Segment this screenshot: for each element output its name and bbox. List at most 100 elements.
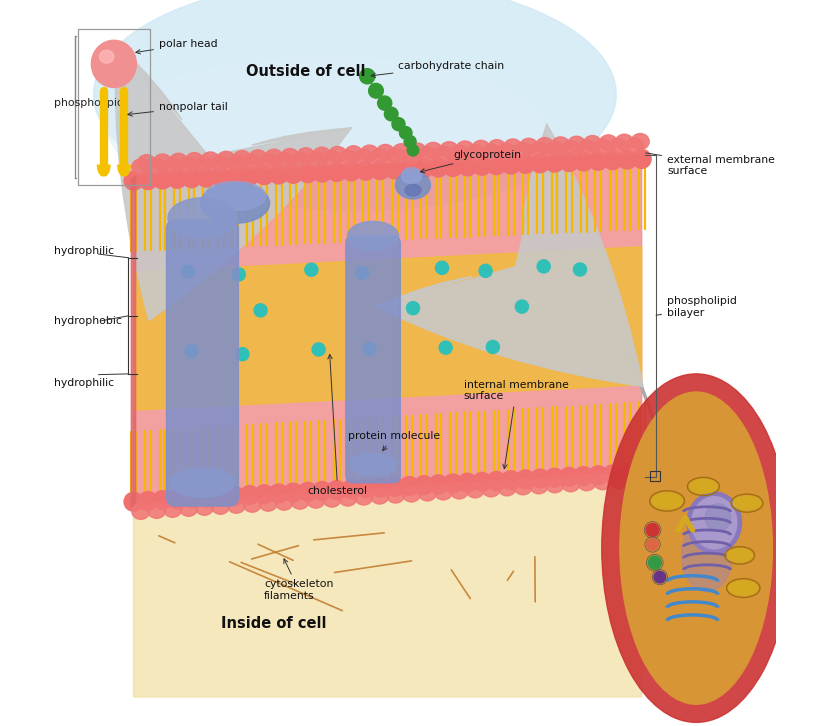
Ellipse shape [727,549,752,562]
Ellipse shape [179,500,197,516]
Ellipse shape [450,145,468,161]
Ellipse shape [577,140,596,156]
Ellipse shape [342,162,361,181]
Ellipse shape [415,476,434,494]
Ellipse shape [138,155,155,171]
Ellipse shape [514,478,532,495]
Ellipse shape [386,478,404,497]
Text: cytoskeleton
filaments: cytoskeleton filaments [264,559,334,601]
Polygon shape [134,247,642,410]
Ellipse shape [402,486,420,502]
Ellipse shape [386,160,404,179]
Ellipse shape [132,159,150,175]
Ellipse shape [312,343,325,356]
Ellipse shape [429,475,448,494]
Ellipse shape [652,493,682,509]
Ellipse shape [400,126,412,139]
Ellipse shape [339,490,357,506]
Ellipse shape [275,153,293,169]
Ellipse shape [348,221,398,250]
Polygon shape [134,476,642,697]
Ellipse shape [211,155,230,171]
Ellipse shape [620,392,772,704]
Text: hydrophilic: hydrophilic [54,246,114,256]
Ellipse shape [344,146,363,162]
Ellipse shape [530,478,548,494]
Ellipse shape [472,140,490,156]
Ellipse shape [610,473,628,489]
Ellipse shape [515,300,529,313]
Ellipse shape [201,183,269,223]
Ellipse shape [259,154,277,170]
Ellipse shape [392,118,405,131]
Ellipse shape [681,519,733,592]
Ellipse shape [281,149,299,165]
Ellipse shape [530,469,549,488]
Bar [650,471,660,481]
Ellipse shape [284,484,302,502]
Ellipse shape [408,143,426,159]
Ellipse shape [560,152,578,171]
Ellipse shape [254,303,267,317]
Ellipse shape [487,340,500,354]
Ellipse shape [516,155,535,174]
Ellipse shape [354,489,373,505]
Ellipse shape [434,484,453,500]
Ellipse shape [284,164,302,183]
Ellipse shape [401,168,422,184]
Ellipse shape [202,152,219,168]
Ellipse shape [108,58,544,203]
Ellipse shape [153,491,172,510]
Ellipse shape [132,503,150,519]
Ellipse shape [419,147,436,163]
Ellipse shape [371,488,388,504]
Ellipse shape [244,154,261,171]
Ellipse shape [402,147,420,163]
Ellipse shape [646,523,659,537]
Text: hydrophilic: hydrophilic [54,378,114,388]
Ellipse shape [323,151,341,167]
Ellipse shape [487,155,506,174]
Ellipse shape [573,263,586,276]
Ellipse shape [244,496,261,513]
Ellipse shape [618,464,637,483]
Ellipse shape [498,480,516,496]
Ellipse shape [537,260,550,273]
Ellipse shape [435,261,449,274]
Ellipse shape [615,134,634,150]
Ellipse shape [589,151,608,170]
Ellipse shape [240,486,259,505]
Ellipse shape [323,491,341,507]
Ellipse shape [552,137,570,153]
Text: nonpolar tail: nonpolar tail [128,102,228,116]
Ellipse shape [387,487,405,503]
Ellipse shape [602,374,790,722]
Ellipse shape [168,169,187,188]
Ellipse shape [182,265,194,278]
Ellipse shape [479,264,492,277]
Ellipse shape [631,134,649,150]
Ellipse shape [406,302,420,315]
Ellipse shape [168,197,237,237]
Ellipse shape [407,144,419,156]
Ellipse shape [169,153,188,169]
Ellipse shape [291,152,309,168]
Ellipse shape [560,468,578,486]
Ellipse shape [170,468,235,497]
Ellipse shape [240,166,259,185]
Ellipse shape [404,136,416,147]
Text: Outside of cell: Outside of cell [246,64,366,79]
Ellipse shape [148,158,166,174]
Ellipse shape [225,167,244,186]
Text: cholesterol: cholesterol [308,354,368,496]
Ellipse shape [204,182,266,211]
Ellipse shape [265,150,283,166]
Ellipse shape [400,160,419,179]
Ellipse shape [594,139,611,155]
Ellipse shape [444,158,463,176]
Ellipse shape [356,161,375,180]
Ellipse shape [472,156,491,175]
Ellipse shape [405,184,421,196]
FancyArrowPatch shape [376,124,643,386]
Ellipse shape [298,482,317,501]
